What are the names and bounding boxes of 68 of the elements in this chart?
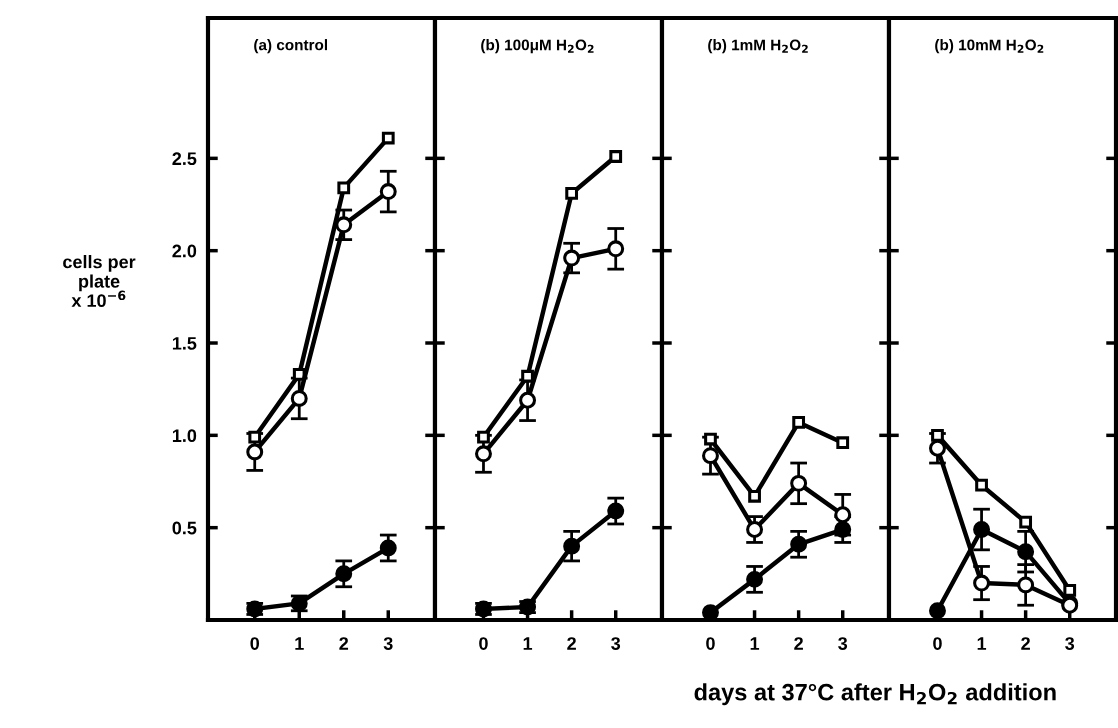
x-tick-label: 2 (1021, 637, 1030, 650)
x-tick-label: 0 (250, 637, 260, 650)
point (519, 391, 537, 409)
point (1019, 515, 1033, 529)
point (1017, 543, 1035, 561)
text: (b) 100μM H$_{2}$O$_{2}$ (481, 39, 594, 54)
point (477, 430, 490, 444)
text: (b) 10mM H$_{2}$O$_{2}$ (935, 39, 1044, 54)
point (248, 430, 262, 444)
point (563, 249, 581, 267)
x-tick-label: 0 (479, 637, 488, 650)
x-tick-label: 2 (339, 637, 349, 650)
point (521, 369, 534, 383)
point (290, 389, 308, 407)
y-axis-title: cells per plate x 10$^{−6}$ (63, 255, 136, 308)
x-tick-label: 2 (567, 637, 576, 650)
point (975, 478, 988, 492)
point (702, 447, 719, 465)
point (746, 521, 764, 538)
y-tick-label: 2.0 (172, 244, 197, 258)
point (1063, 584, 1077, 597)
point (475, 445, 492, 463)
x-tick-label: 3 (1065, 637, 1075, 650)
point (702, 604, 719, 620)
point (973, 521, 991, 538)
point (973, 574, 991, 592)
point (929, 602, 946, 620)
point (379, 183, 397, 201)
point (748, 489, 761, 503)
point (379, 539, 397, 557)
x-tick-label: 3 (838, 637, 848, 650)
y-tick-label: 1.0 (172, 429, 197, 443)
y-tick-label: 0.5 (172, 521, 197, 535)
point (790, 535, 808, 553)
text: (a) control (254, 39, 328, 54)
x-tick-label: 1 (977, 637, 987, 650)
x-tick-label: 1 (523, 637, 533, 650)
point (563, 537, 581, 555)
x-tick-label: 3 (383, 637, 393, 650)
x-tick-label: 3 (611, 637, 621, 650)
point (834, 521, 852, 538)
x-tick-label: 0 (933, 637, 942, 650)
point (381, 131, 395, 145)
point (565, 187, 579, 200)
x-tick-label: 0 (706, 637, 715, 650)
point (834, 506, 852, 524)
x-axis-title: days at 37°C after H$_{2}$O$_{2}$ addition (694, 683, 1056, 706)
point (609, 150, 623, 163)
point (929, 439, 946, 457)
point (704, 432, 717, 446)
point (335, 216, 353, 234)
point (836, 436, 850, 450)
point (790, 474, 808, 492)
x-tick-label: 2 (794, 637, 803, 650)
point (746, 570, 764, 588)
point (1017, 576, 1035, 594)
y-tick-label: 2.5 (172, 152, 197, 166)
x-tick-label: 1 (750, 637, 760, 650)
point (335, 565, 353, 583)
point (246, 443, 264, 461)
y-tick-label: 1.5 (172, 337, 197, 350)
point (931, 428, 944, 442)
point (337, 181, 351, 195)
point (607, 502, 625, 520)
text: (b) 1mM H$_{2}$O$_{2}$ (708, 39, 808, 54)
x-tick-label: 1 (295, 637, 304, 650)
point (607, 240, 625, 258)
point (792, 416, 806, 429)
